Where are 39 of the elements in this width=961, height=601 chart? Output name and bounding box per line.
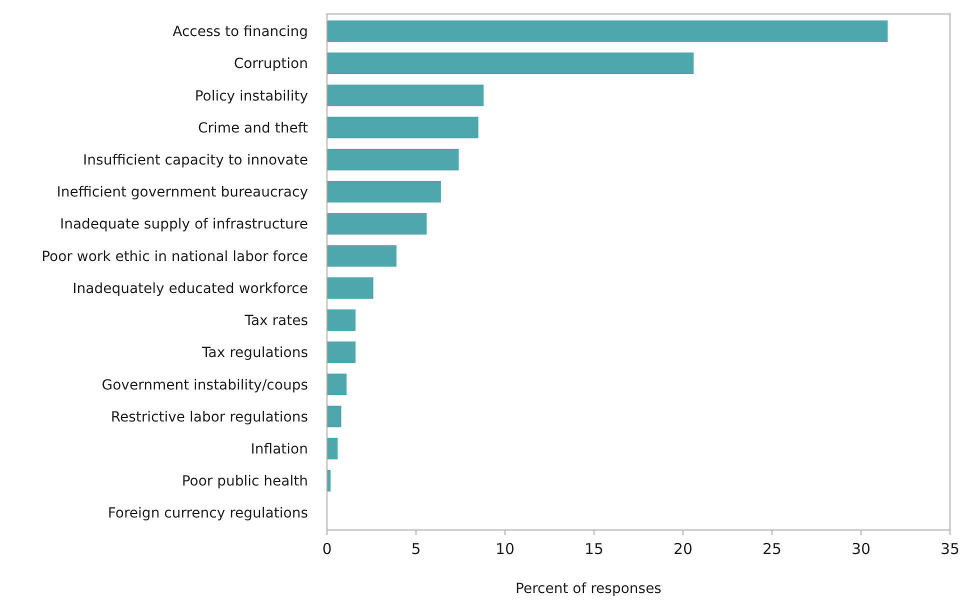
y-tick-label: Inflation <box>250 442 308 458</box>
bar <box>327 213 427 235</box>
bar <box>327 148 459 170</box>
x-tick-label: 20 <box>673 540 693 558</box>
bar <box>327 52 694 74</box>
y-tick-label: Poor work ethic in national labor force <box>42 248 308 265</box>
bar <box>327 374 347 396</box>
bar <box>327 245 396 267</box>
y-tick-label: Crime and theft <box>198 120 309 136</box>
x-tick-label: 25 <box>762 540 782 558</box>
y-tick-label: Policy instability <box>194 88 308 104</box>
x-tick-label: 30 <box>851 540 871 558</box>
y-tick-label: Poor public health <box>182 474 308 490</box>
y-tick-label: Restrictive labor regulations <box>110 409 308 426</box>
y-tick-label: Corruption <box>234 56 308 72</box>
x-tick-label: 5 <box>411 540 421 558</box>
y-tick-label: Inadequately educated workforce <box>72 280 308 297</box>
bar <box>327 342 356 364</box>
x-axis-title: Percent of responses <box>516 581 662 597</box>
y-tick-label: Inefficient government bureaucracy <box>56 184 308 201</box>
x-tick-label: 15 <box>584 540 604 558</box>
bar <box>327 277 374 299</box>
x-tick-label: 0 <box>322 540 332 558</box>
bar <box>327 84 484 106</box>
x-tick-label: 10 <box>495 540 515 558</box>
bar <box>327 180 441 202</box>
bar <box>327 406 342 428</box>
y-tick-label: Access to financing <box>172 24 308 40</box>
y-tick-label: Insufficient capacity to innovate <box>83 152 308 169</box>
x-tick-label: 35 <box>940 540 960 558</box>
y-tick-label: Tax regulations <box>201 345 308 362</box>
bar <box>327 20 888 42</box>
y-tick-label: Tax rates <box>244 313 308 330</box>
y-tick-label: Foreign currency regulations <box>108 506 308 522</box>
y-tick-label: Government instability/coups <box>102 377 308 394</box>
bar <box>327 116 478 138</box>
bar <box>327 438 338 460</box>
y-tick-label: Inadequate supply of infrastructure <box>60 216 308 233</box>
bar <box>327 309 356 331</box>
